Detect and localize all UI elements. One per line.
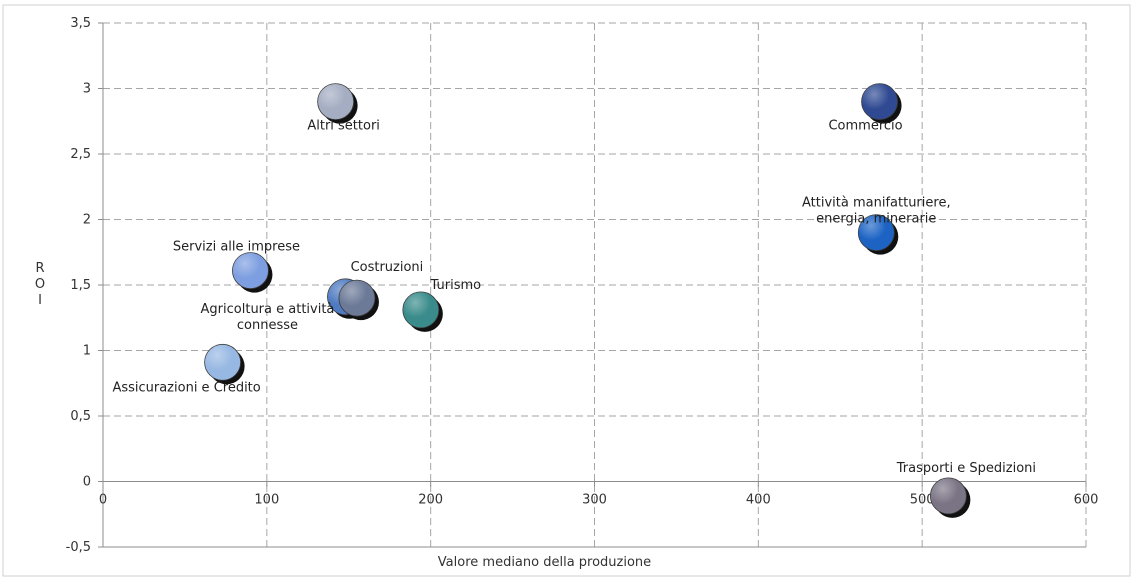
x-tick-label: 400 (746, 493, 771, 508)
x-tick-label: 600 (1074, 493, 1099, 508)
data-point (338, 279, 379, 321)
data-point (861, 83, 902, 124)
data-point-label: Turismo (430, 278, 482, 293)
data-point-label: Altri settori (307, 119, 380, 134)
data-point-label: Commercio (828, 119, 902, 134)
x-tick-label: 200 (418, 493, 443, 508)
data-point (317, 83, 358, 124)
data-point-gloss (338, 280, 375, 317)
y-tick-label: 2,5 (70, 147, 91, 162)
data-point-gloss (861, 83, 898, 120)
y-tick-label: 0 (83, 475, 91, 490)
data-point-label: Servizi alle imprese (173, 240, 300, 255)
x-tick-label: 500 (910, 493, 935, 508)
data-point-label: Agricoltura e attività connesse (201, 302, 335, 333)
data-point-label: Attività manifatturiere, energia, minerar… (802, 196, 951, 227)
data-point-gloss (317, 83, 354, 120)
data-point (857, 214, 899, 255)
x-tick-label: 300 (582, 493, 607, 508)
data-point (929, 477, 971, 518)
data-point-gloss (930, 477, 967, 514)
data-point-label: Assicurazioni e Credito (112, 380, 260, 395)
y-tick-label: 0,5 (70, 409, 91, 424)
y-tick-label: 2 (83, 213, 91, 228)
y-tick-label: 3,5 (70, 16, 91, 31)
chart-frame (2, 4, 1131, 577)
data-point-gloss (232, 252, 269, 289)
data-point-label: Costruzioni (351, 260, 424, 275)
x-axis-title: Valore mediano della produzione (438, 555, 651, 570)
x-tick-label: 100 (254, 493, 279, 508)
data-point-gloss (858, 214, 895, 251)
data-point (232, 252, 273, 293)
data-point (204, 343, 245, 385)
y-tick-label: 1,5 (70, 278, 91, 293)
data-point (402, 291, 443, 332)
data-point-gloss (402, 291, 439, 328)
data-point-gloss (204, 344, 241, 381)
data-point-label: Trasporti e Spedizioni (896, 461, 1036, 476)
y-tick-label: 3 (83, 82, 91, 97)
y-tick-label: 1 (83, 344, 91, 359)
x-tick-label: 0 (99, 493, 107, 508)
y-tick-label: -0,5 (66, 540, 91, 555)
